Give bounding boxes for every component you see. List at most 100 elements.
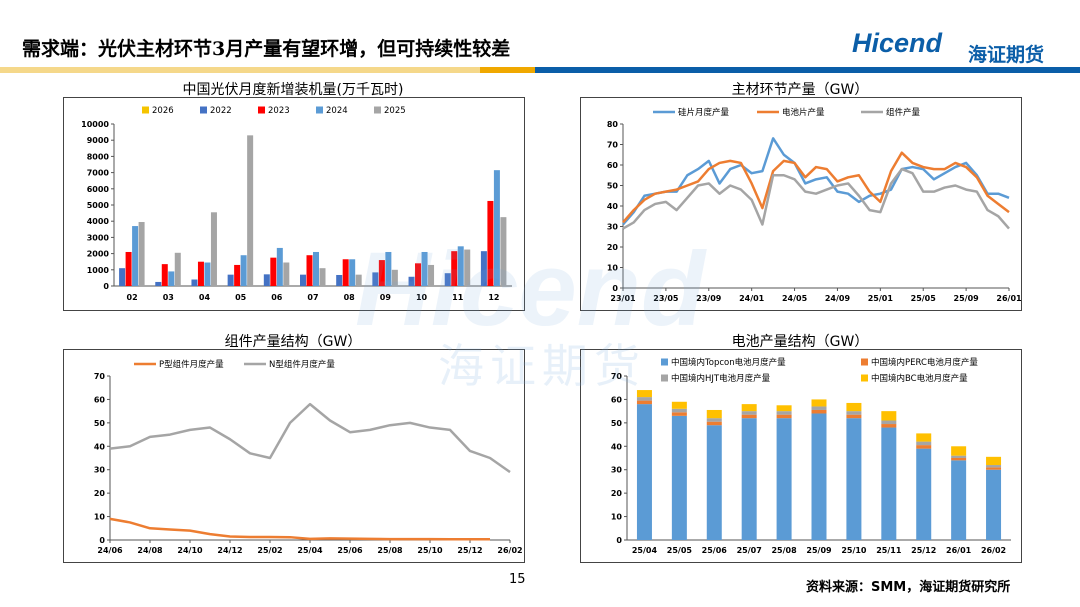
x-tick-label: 25/11 xyxy=(876,546,902,555)
x-tick-label: 25/01 xyxy=(868,294,894,303)
legend-label: 2025 xyxy=(384,106,406,116)
legend-label: 硅片月度产量 xyxy=(678,107,730,118)
x-tick-label: 09 xyxy=(380,293,392,302)
legend-label: 中国境内Topcon电池月度产量 xyxy=(671,357,786,368)
bar-2023 xyxy=(197,261,204,286)
y-tick-label: 0 xyxy=(616,536,622,545)
bar-2024 xyxy=(385,251,392,286)
y-tick-label: 40 xyxy=(611,442,623,451)
chart-installations: 0100020003000400050006000700080009000100… xyxy=(63,97,525,311)
bar-segment-中国境内PERC电池月度产量 xyxy=(846,414,862,419)
y-tick-label: 3000 xyxy=(87,233,110,242)
y-tick-label: 40 xyxy=(607,202,619,211)
x-tick-label: 04 xyxy=(199,293,211,302)
bar-2022 xyxy=(408,276,415,286)
y-tick-label: 10 xyxy=(611,513,623,522)
x-tick-label: 08 xyxy=(344,293,356,302)
bar-segment-中国境内BC电池月度产量 xyxy=(951,446,967,456)
legend-swatch xyxy=(374,106,381,114)
header-divider-mid xyxy=(480,67,535,73)
y-tick-label: 10000 xyxy=(81,120,109,129)
chart1-title: 中国光伏月度新增装机量(万千瓦时) xyxy=(182,82,404,98)
bar-segment-中国境内Topcon电池月度产量 xyxy=(986,469,1002,540)
bar-segment-中国境内PERC电池月度产量 xyxy=(776,414,792,419)
x-tick-label: 25/06 xyxy=(702,546,728,555)
bar-2025 xyxy=(464,249,471,286)
x-tick-label: 07 xyxy=(307,293,318,302)
y-tick-label: 50 xyxy=(94,419,106,428)
bar-2022 xyxy=(372,272,379,286)
y-tick-label: 60 xyxy=(94,395,106,404)
bar-2024 xyxy=(132,226,139,286)
bar-2023 xyxy=(234,264,241,286)
bar-2022 xyxy=(300,274,306,286)
legend-swatch xyxy=(861,374,868,382)
bar-segment-中国境内PERC电池月度产量 xyxy=(951,458,967,461)
bar-2023 xyxy=(161,264,168,286)
x-tick-label: 06 xyxy=(271,293,283,302)
bar-segment-中国境内HJT电池月度产量 xyxy=(811,406,827,410)
y-tick-label: 5000 xyxy=(87,201,110,210)
bar-segment-中国境内BC电池月度产量 xyxy=(986,456,1002,466)
x-tick-label: 25/10 xyxy=(841,546,867,555)
y-tick-label: 0 xyxy=(103,282,109,291)
bar-2022 xyxy=(263,274,270,286)
header-divider-left xyxy=(0,67,480,73)
legend-label: 2023 xyxy=(268,106,290,116)
bar-segment-中国境内BC电池月度产量 xyxy=(846,402,862,412)
bar-segment-中国境内HJT电池月度产量 xyxy=(671,408,687,413)
bar-segment-中国境内HJT电池月度产量 xyxy=(916,441,932,446)
bar-2023 xyxy=(487,200,494,286)
bar-2023 xyxy=(451,251,458,286)
x-tick-label: 25/07 xyxy=(737,546,762,555)
bar-2023 xyxy=(415,263,422,286)
x-tick-label: 24/01 xyxy=(739,294,765,303)
x-tick-label: 26/01 xyxy=(996,294,1022,303)
y-tick-label: 20 xyxy=(607,243,619,252)
x-tick-label: 26/02 xyxy=(497,546,522,555)
bar-segment-中国境内HJT电池月度产量 xyxy=(741,411,757,415)
watermark-cn: 海证期货 xyxy=(438,339,646,393)
bar-2025 xyxy=(428,264,435,286)
x-tick-label: 24/12 xyxy=(217,546,242,555)
bar-segment-中国境内PERC电池月度产量 xyxy=(916,445,932,449)
bar-segment-中国境内HJT电池月度产量 xyxy=(951,455,967,458)
bar-2025 xyxy=(391,269,398,286)
bar-segment-中国境内PERC电池月度产量 xyxy=(986,467,1002,470)
bar-segment-中国境内BC电池月度产量 xyxy=(811,399,827,407)
bar-2025 xyxy=(210,212,217,286)
bar-2025 xyxy=(355,274,362,286)
legend-swatch xyxy=(316,106,323,114)
x-tick-label: 25/08 xyxy=(377,546,403,555)
legend-swatch xyxy=(200,106,207,114)
y-tick-label: 50 xyxy=(607,182,619,191)
y-tick-label: 0 xyxy=(99,536,105,545)
bar-2024 xyxy=(168,271,175,286)
x-tick-label: 10 xyxy=(416,293,428,302)
bar-segment-中国境内PERC电池月度产量 xyxy=(636,400,652,405)
legend-swatch xyxy=(142,106,149,114)
bar-segment-中国境内Topcon电池月度产量 xyxy=(636,404,652,540)
bar-segment-中国境内Topcon电池月度产量 xyxy=(916,448,932,540)
bar-2024 xyxy=(421,251,428,286)
y-tick-label: 30 xyxy=(607,223,619,232)
bar-2025 xyxy=(283,262,290,286)
legend-label: 2024 xyxy=(326,106,348,116)
x-tick-label: 25/12 xyxy=(457,546,482,555)
logo-cn: 海证期货 xyxy=(968,44,1045,66)
x-tick-label: 25/08 xyxy=(771,546,797,555)
bar-2023 xyxy=(270,257,277,286)
series-line-硅片月度产量 xyxy=(622,137,1010,226)
legend-swatch xyxy=(861,358,868,366)
x-tick-label: 23/05 xyxy=(653,294,679,303)
series-line-N型组件月度产量 xyxy=(109,402,511,474)
x-tick-label: 24/05 xyxy=(782,294,808,303)
x-tick-label: 24/08 xyxy=(137,546,163,555)
x-tick-label: 24/10 xyxy=(177,546,203,555)
bar-segment-中国境内PERC电池月度产量 xyxy=(671,412,687,416)
x-tick-label: 12 xyxy=(488,293,499,302)
x-tick-label: 11 xyxy=(452,293,464,302)
y-tick-label: 9000 xyxy=(87,136,110,145)
legend-label: 中国境内BC电池月度产量 xyxy=(871,373,968,384)
y-tick-label: 70 xyxy=(611,372,623,381)
